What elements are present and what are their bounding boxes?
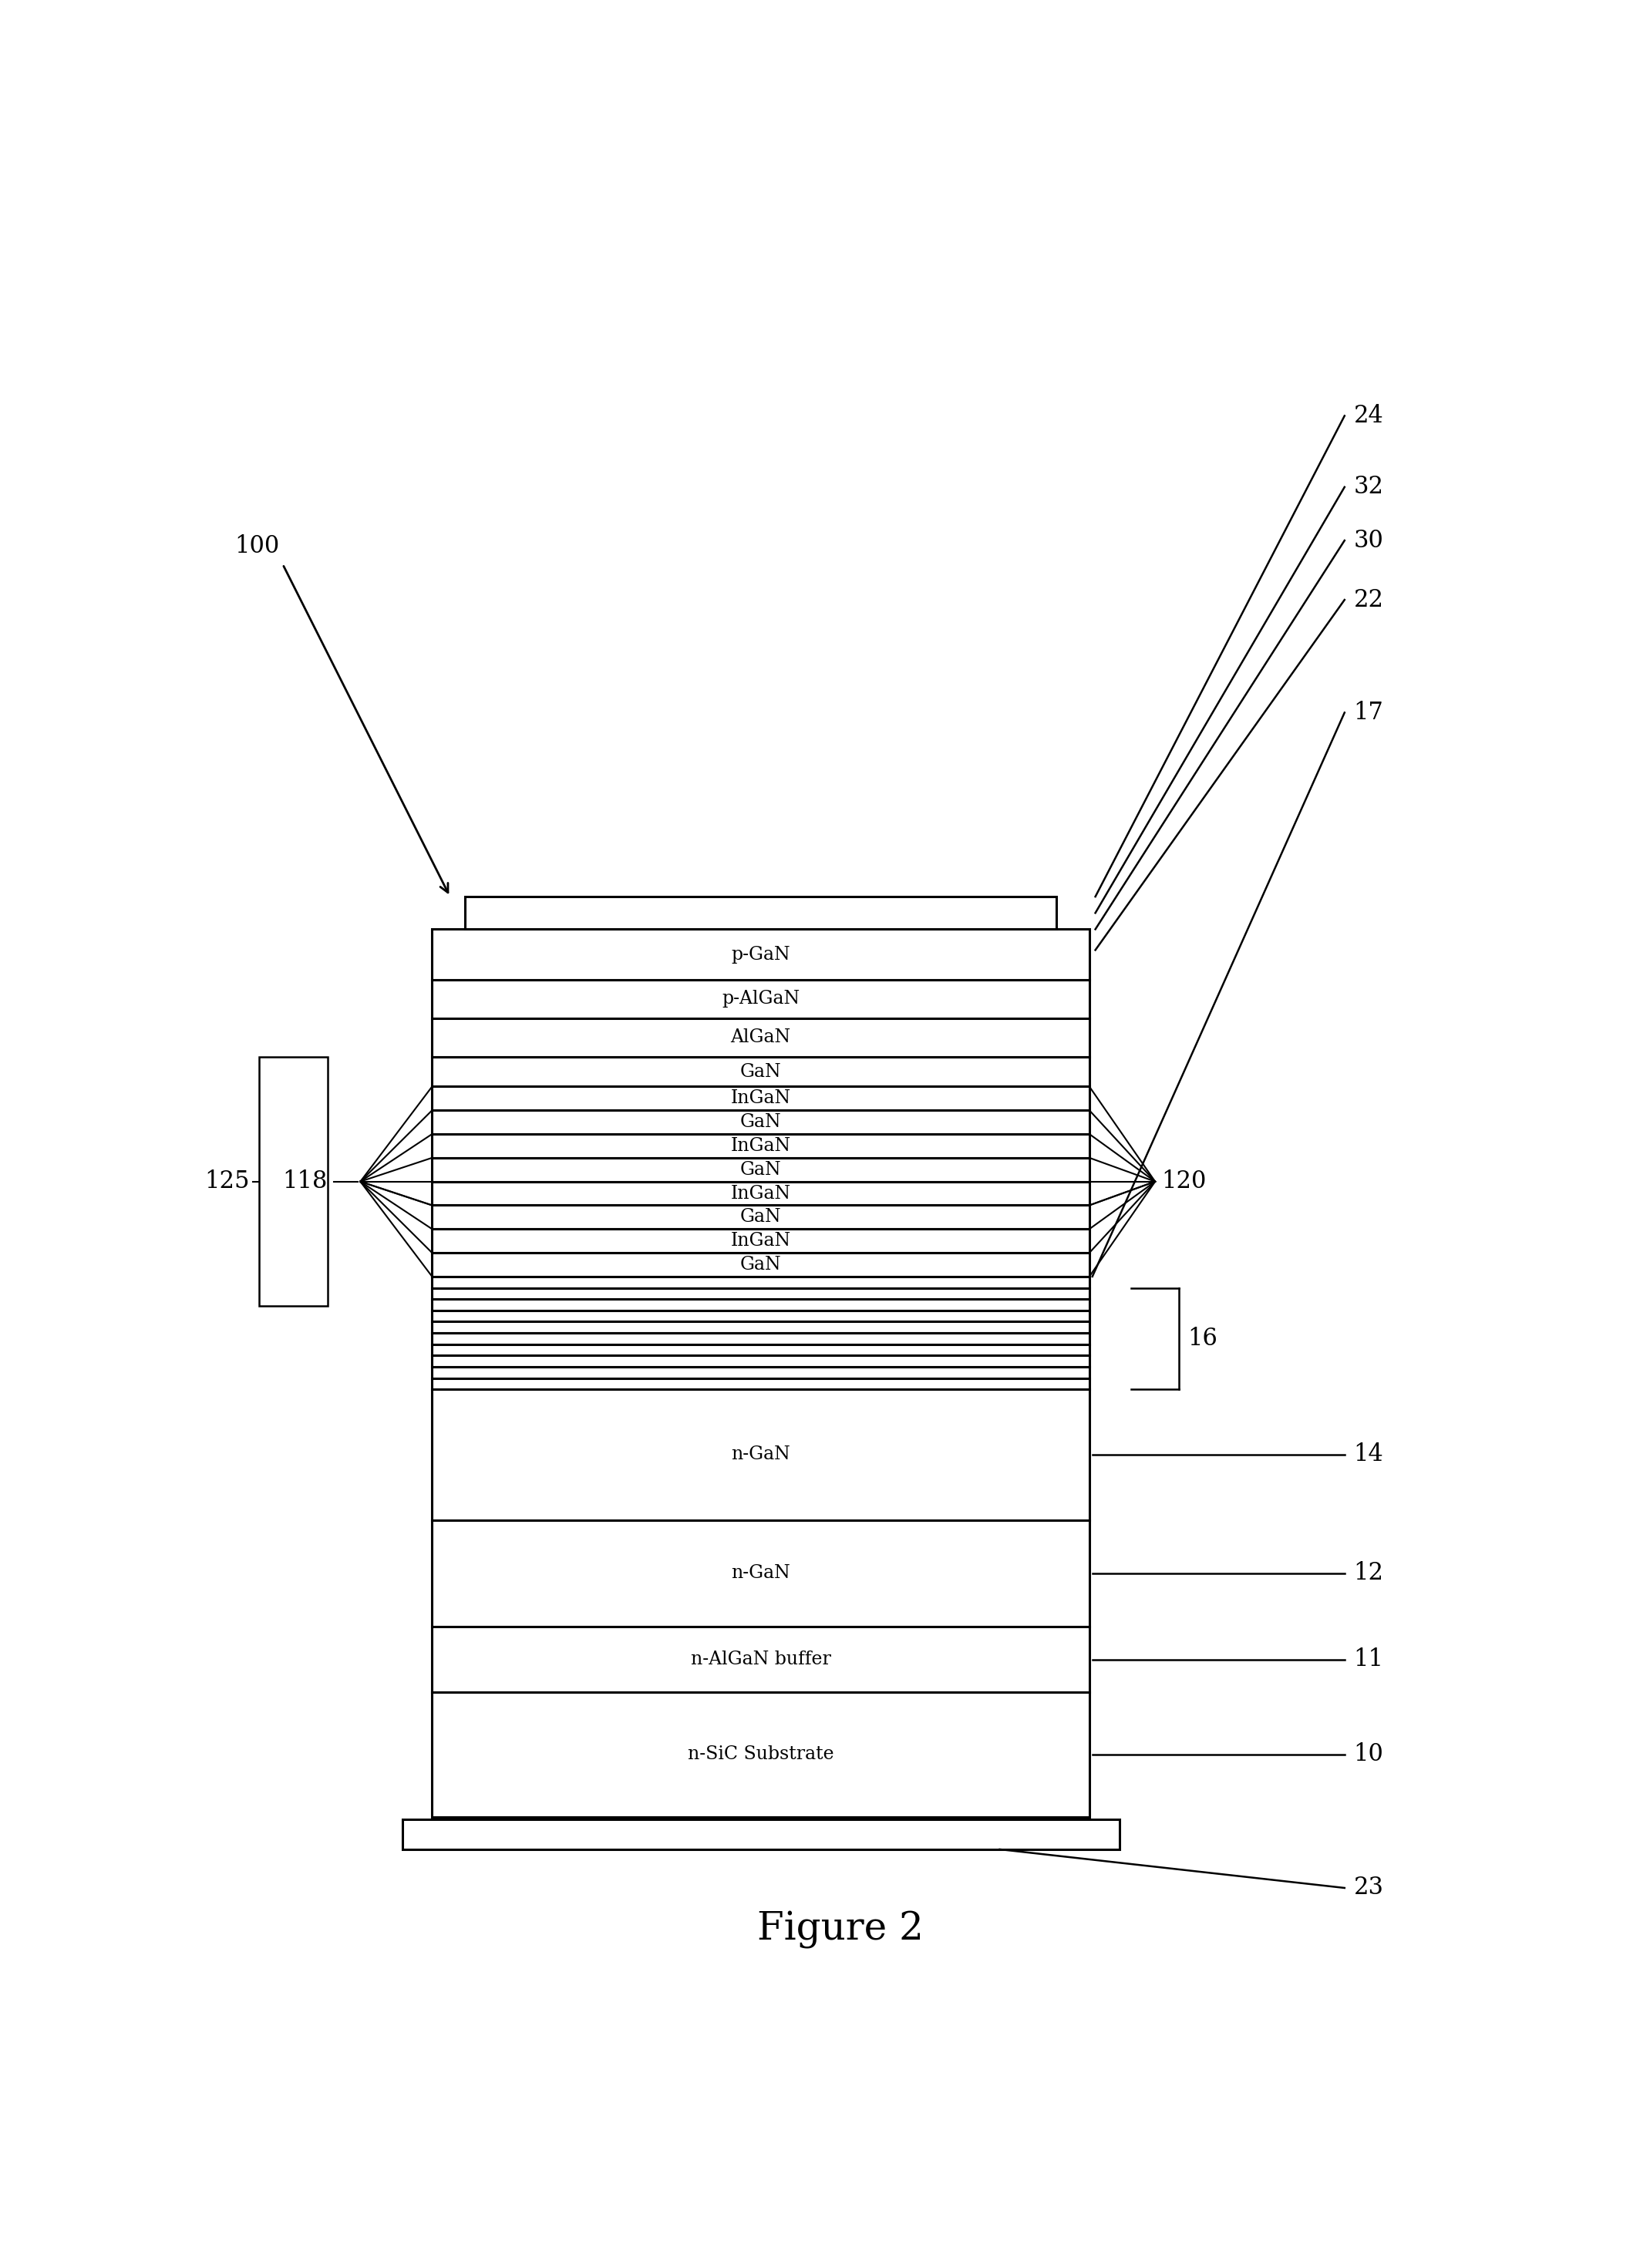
Text: GaN: GaN bbox=[740, 1114, 781, 1132]
Text: 24: 24 bbox=[1353, 404, 1384, 429]
Bar bbox=[431, 1157, 1089, 1182]
Text: 22: 22 bbox=[1353, 587, 1384, 612]
Bar bbox=[431, 1086, 1089, 1111]
Bar bbox=[431, 1322, 1089, 1334]
Bar bbox=[431, 1182, 1089, 1204]
Bar bbox=[431, 1057, 1089, 1086]
Text: GaN: GaN bbox=[740, 1209, 781, 1227]
Bar bbox=[431, 1311, 1089, 1322]
Text: GaN: GaN bbox=[740, 1161, 781, 1179]
Bar bbox=[431, 1345, 1089, 1356]
Text: 12: 12 bbox=[1353, 1560, 1384, 1585]
Text: 16: 16 bbox=[1187, 1327, 1219, 1349]
Bar bbox=[431, 1229, 1089, 1252]
Text: 125: 125 bbox=[205, 1170, 249, 1193]
Text: n-SiC Substrate: n-SiC Substrate bbox=[687, 1746, 833, 1762]
Bar bbox=[431, 1277, 1089, 1288]
Text: p-AlGaN: p-AlGaN bbox=[722, 991, 800, 1007]
Bar bbox=[431, 1288, 1089, 1300]
Text: p-GaN: p-GaN bbox=[731, 946, 790, 964]
Text: InGaN: InGaN bbox=[730, 1232, 790, 1250]
Bar bbox=[431, 1368, 1089, 1379]
Text: n-GaN: n-GaN bbox=[731, 1565, 790, 1583]
Bar bbox=[431, 1334, 1089, 1345]
Text: 23: 23 bbox=[1353, 1876, 1384, 1901]
Bar bbox=[402, 1819, 1118, 1848]
Bar bbox=[431, 1356, 1089, 1368]
Bar bbox=[431, 1692, 1089, 1817]
Bar bbox=[431, 1111, 1089, 1134]
Bar bbox=[259, 1057, 328, 1306]
Bar bbox=[431, 980, 1089, 1018]
Text: 11: 11 bbox=[1353, 1647, 1384, 1672]
Bar bbox=[431, 1204, 1089, 1229]
Text: 100: 100 bbox=[235, 535, 280, 558]
Bar bbox=[431, 1626, 1089, 1692]
Text: InGaN: InGaN bbox=[730, 1184, 790, 1202]
Bar bbox=[431, 1379, 1089, 1390]
Text: InGaN: InGaN bbox=[730, 1136, 790, 1154]
Bar bbox=[464, 896, 1056, 930]
Text: 17: 17 bbox=[1353, 701, 1384, 723]
Bar bbox=[431, 1390, 1089, 1520]
Text: 10: 10 bbox=[1353, 1742, 1384, 1767]
Text: 120: 120 bbox=[1161, 1170, 1205, 1193]
Bar bbox=[431, 930, 1089, 980]
Bar bbox=[431, 1300, 1089, 1311]
Text: n-GaN: n-GaN bbox=[731, 1445, 790, 1463]
Bar bbox=[431, 1520, 1089, 1626]
Bar bbox=[431, 1252, 1089, 1277]
Text: GaN: GaN bbox=[740, 1064, 781, 1080]
Text: Figure 2: Figure 2 bbox=[758, 1910, 923, 1948]
Text: 14: 14 bbox=[1353, 1442, 1384, 1467]
Text: 32: 32 bbox=[1353, 474, 1384, 499]
Text: AlGaN: AlGaN bbox=[730, 1030, 790, 1046]
Bar bbox=[431, 1134, 1089, 1157]
Bar bbox=[431, 1018, 1089, 1057]
Text: n-AlGaN buffer: n-AlGaN buffer bbox=[690, 1651, 831, 1669]
Text: 30: 30 bbox=[1353, 528, 1384, 553]
Text: 118: 118 bbox=[282, 1170, 328, 1193]
Text: InGaN: InGaN bbox=[730, 1089, 790, 1107]
Text: GaN: GaN bbox=[740, 1256, 781, 1275]
